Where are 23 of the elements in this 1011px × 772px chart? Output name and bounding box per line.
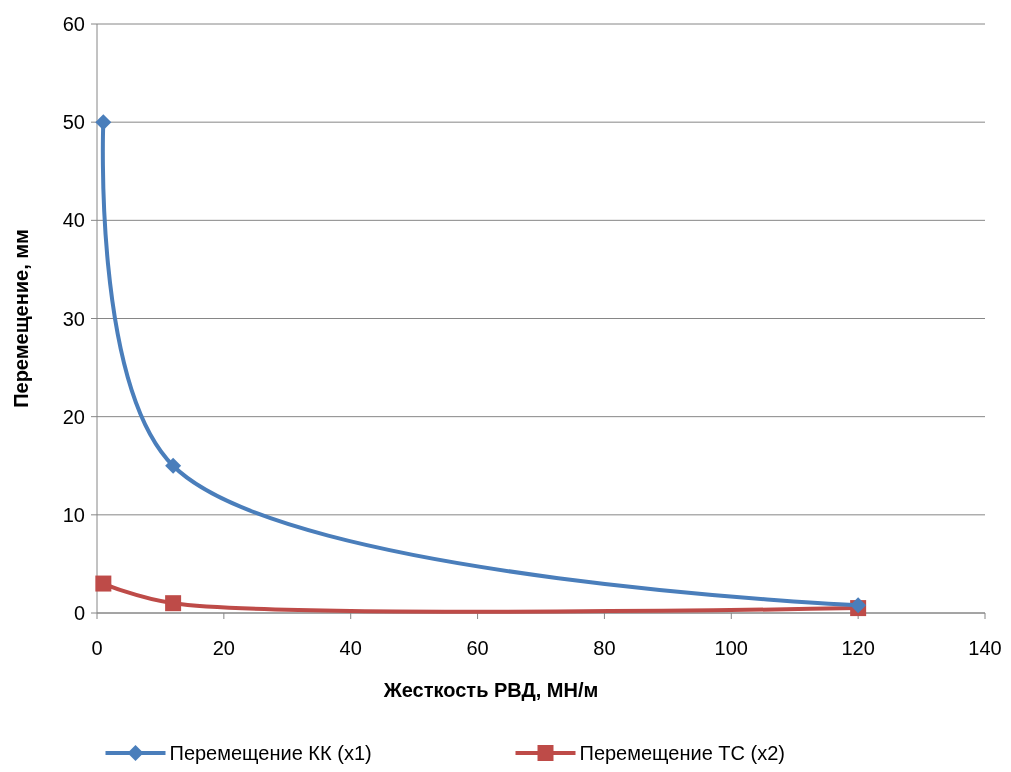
x-tick-label: 120 — [841, 637, 875, 659]
y-tick-label: 40 — [62, 209, 85, 232]
y-tick-label: 30 — [62, 307, 85, 330]
x-tick-label: 140 — [968, 637, 1002, 659]
point — [95, 114, 112, 131]
legend-label: Перемещение ТС (x2) — [579, 742, 786, 764]
y-tick-label: 0 — [73, 602, 85, 624]
y-tick-label: 60 — [62, 13, 85, 35]
x-tick-label: 0 — [91, 637, 103, 659]
point — [165, 595, 182, 612]
y-tick-label: 50 — [62, 111, 85, 134]
x-tick-label: 20 — [212, 637, 235, 659]
x-tick-label: 40 — [339, 637, 362, 659]
x-tick-label: 80 — [593, 637, 616, 659]
x-tick-label: 60 — [466, 637, 489, 659]
y-tick-label: 20 — [62, 405, 85, 428]
legend-label: Перемещение КК (x1) — [169, 742, 372, 764]
point — [95, 575, 112, 592]
y-tick-label: 10 — [62, 503, 85, 526]
x-axis-title: Жесткость РВД, МН/м — [382, 679, 599, 701]
y-axis-title: Перемещение, мм — [10, 229, 32, 408]
x-tick-label: 100 — [714, 637, 748, 659]
point — [165, 457, 182, 474]
